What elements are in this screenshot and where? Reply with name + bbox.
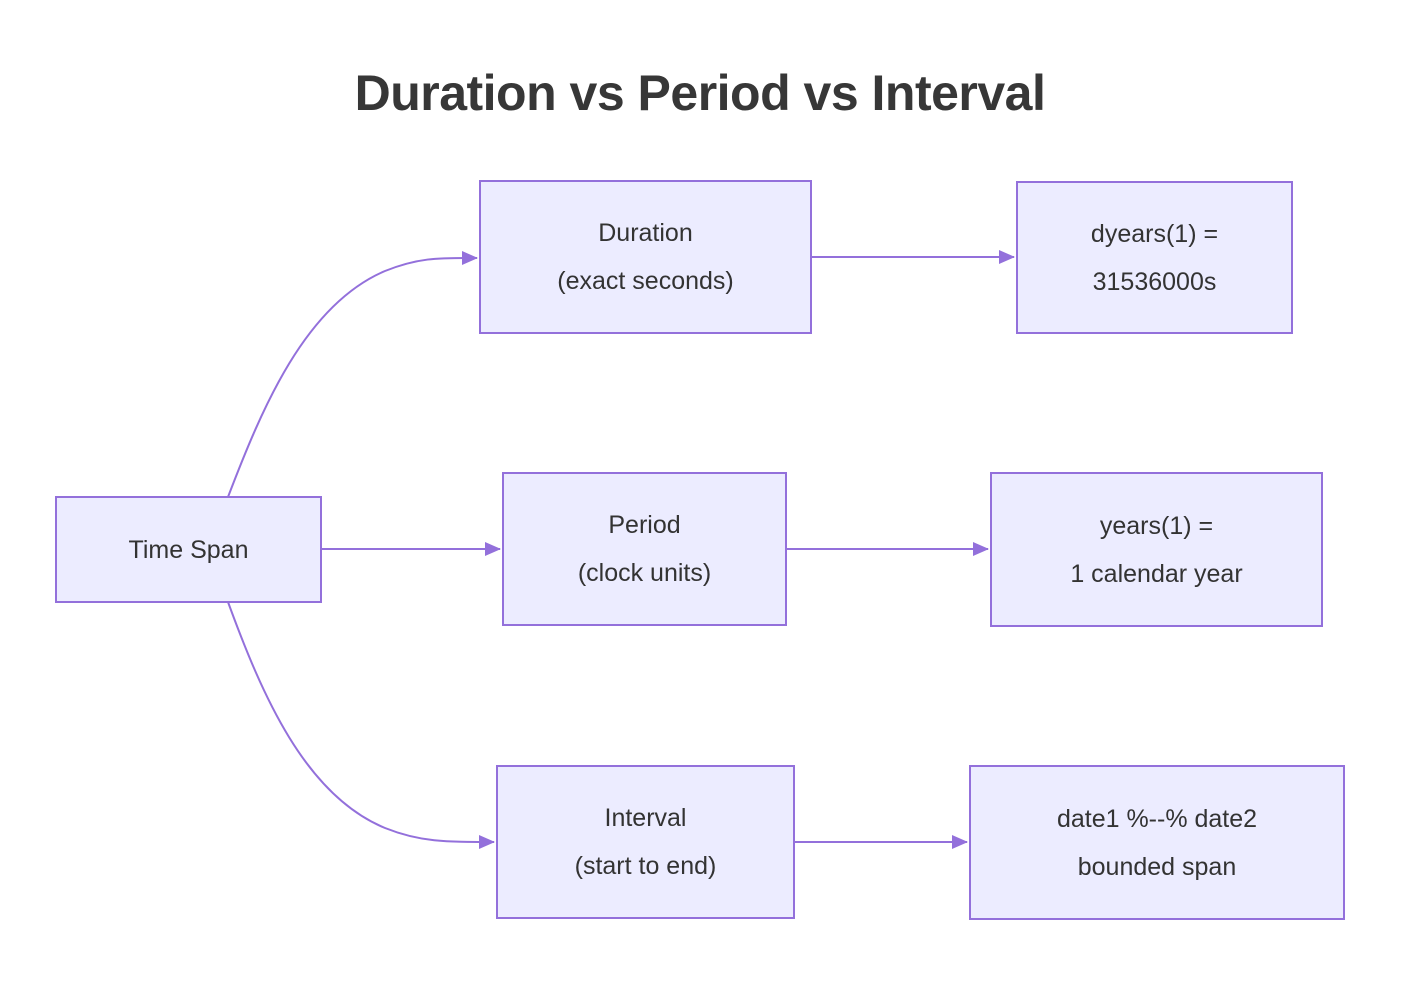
node-interval-value-line2: bounded span [1077, 852, 1237, 881]
node-period-label-line2: (clock units) [577, 559, 712, 587]
node-duration-value-line1: dyears(1) = [1090, 219, 1219, 248]
edge-timespan-to-duration [227, 250, 478, 498]
diagram-title: Duration vs Period vs Interval [354, 65, 1046, 121]
edge-timespan-to-interval [227, 601, 495, 849]
node-interval-value: date1 %--% date2 bounded span [969, 765, 1345, 920]
node-period-value-line1: years(1) = [1099, 511, 1214, 540]
node-interval: Interval (start to end) [496, 765, 795, 919]
node-interval-label-line1: Interval [604, 804, 687, 832]
node-duration: Duration (exact seconds) [479, 180, 812, 334]
node-duration-label-line2: (exact seconds) [557, 267, 734, 295]
node-duration-value-line2: 31536000s [1092, 267, 1217, 296]
node-interval-value-line1: date1 %--% date2 [1056, 804, 1258, 833]
node-period-label-line1: Period [608, 511, 681, 539]
node-period-value-line2: 1 calendar year [1070, 559, 1243, 588]
node-time-span: Time Span [55, 496, 322, 603]
node-interval-label-line2: (start to end) [574, 852, 717, 880]
node-period: Period (clock units) [502, 472, 787, 626]
node-duration-value: dyears(1) = 31536000s [1016, 181, 1293, 334]
node-period-value: years(1) = 1 calendar year [990, 472, 1323, 627]
node-time-span-label: Time Span [128, 535, 249, 564]
node-duration-label-line1: Duration [598, 219, 693, 247]
